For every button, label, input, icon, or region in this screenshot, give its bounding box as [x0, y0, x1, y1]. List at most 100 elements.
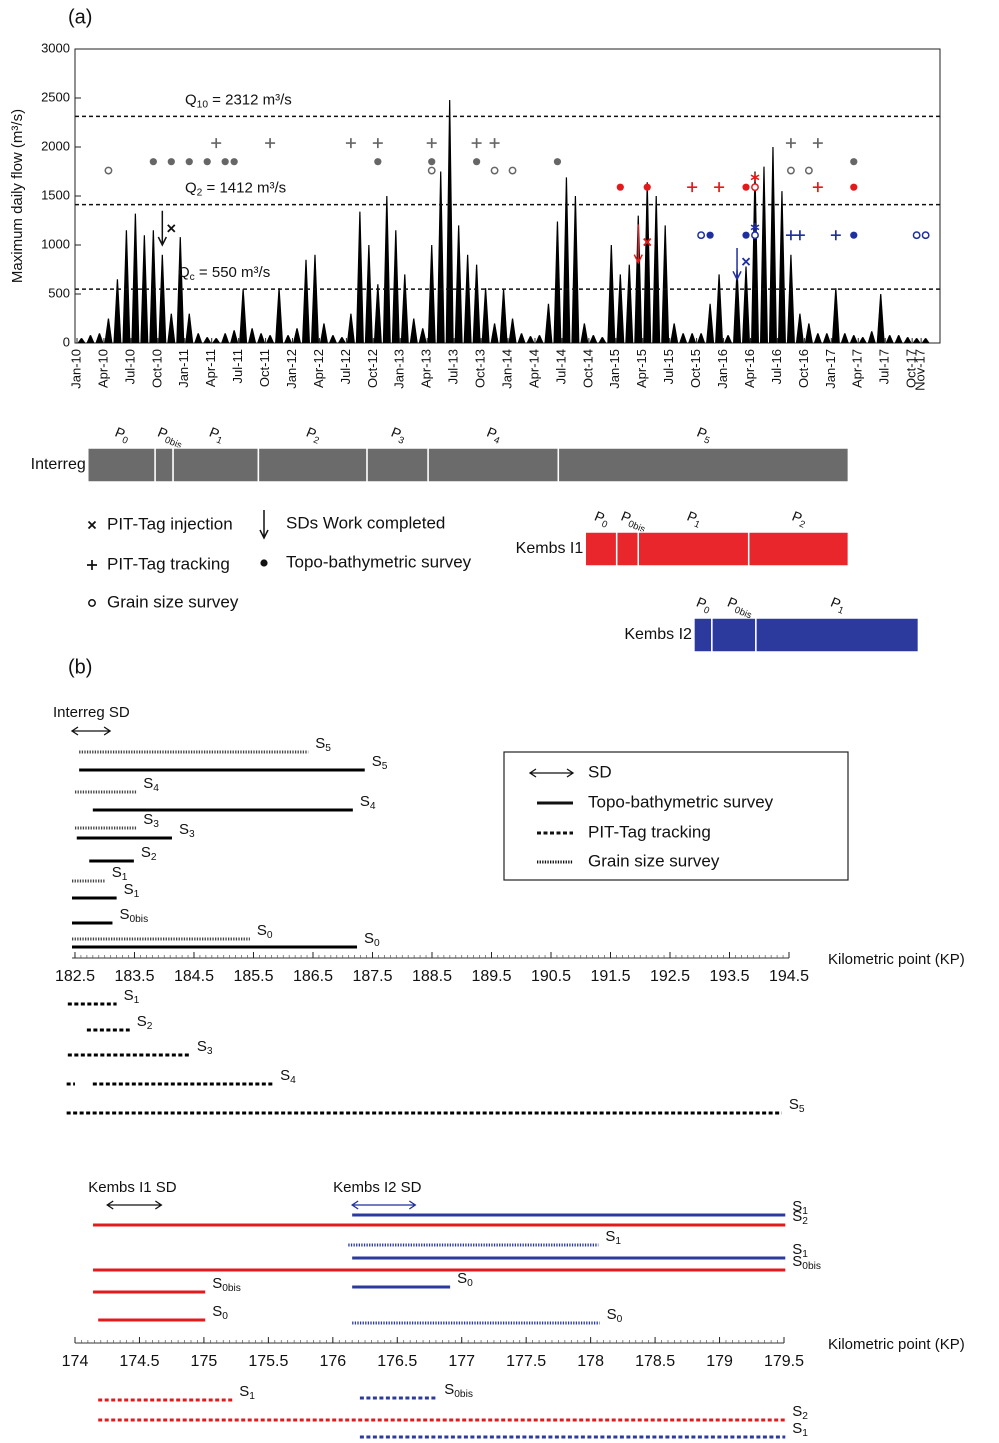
y-tick-label: 1000 — [41, 236, 70, 251]
event-arrow — [157, 210, 167, 247]
threshold-label: Q2 = 1412 m³/s — [185, 180, 286, 199]
label-part: S — [280, 1067, 290, 1084]
flow-spike — [876, 294, 885, 343]
flow-spike — [697, 333, 706, 343]
label-part: S — [792, 1208, 802, 1225]
segment-label: S0 — [364, 930, 380, 949]
x-tick-label: Jan-14 — [499, 349, 514, 389]
subscript: 5 — [325, 743, 331, 754]
flow-spike — [373, 284, 382, 343]
x-tick-label: Oct-17 — [904, 349, 919, 388]
segment-label: S1 — [112, 864, 128, 883]
flow-spike — [355, 211, 364, 343]
x-tick-label: Jan-10 — [68, 349, 83, 389]
x-tick-label: Oct-16 — [796, 349, 811, 388]
phase-bar — [366, 447, 429, 483]
phase-bar — [557, 447, 850, 483]
marker-circle — [88, 599, 96, 607]
flow-spike — [562, 177, 571, 343]
x-tick-label: Jan-17 — [823, 349, 838, 389]
flow-spike — [867, 331, 876, 343]
x-tick-label: 174.5 — [119, 1353, 159, 1370]
segment-label: S4 — [143, 775, 159, 794]
x-tick-label: Nov-17 — [913, 349, 928, 391]
x-tick-label: Apr-10 — [95, 349, 110, 388]
label-part: S — [792, 1241, 802, 1258]
flow-spike — [625, 264, 634, 343]
subscript: 2 — [802, 1411, 808, 1422]
flow-spike — [921, 338, 930, 343]
y-tick-label: 1500 — [41, 187, 70, 202]
flow-spike — [885, 335, 894, 343]
label-part: S — [315, 735, 325, 752]
subscript: 1 — [215, 434, 224, 446]
phase-bar — [711, 617, 757, 653]
marker-plus — [812, 138, 823, 149]
marker-circle — [490, 166, 499, 175]
flow-spike — [768, 147, 777, 343]
label-part: S — [372, 753, 382, 770]
marker-dot — [221, 158, 229, 166]
subscript: 0 — [374, 938, 380, 949]
marker-circle — [508, 166, 517, 175]
subscript: 1 — [802, 1206, 808, 1217]
label-part: S — [257, 922, 267, 939]
flow-spike — [445, 99, 454, 344]
marker-star — [750, 222, 760, 232]
x-tick-label: 193.5 — [709, 968, 749, 985]
subscript: 0 — [702, 604, 711, 616]
marker-circle — [786, 166, 795, 175]
flow-spike — [113, 279, 122, 343]
flow-spike — [616, 274, 625, 343]
x-tick-label: Apr-14 — [526, 349, 541, 388]
subscript: 0 — [267, 930, 273, 941]
marker-dot — [149, 158, 157, 166]
subscript: 1 — [134, 889, 140, 900]
flow-spike — [652, 196, 661, 343]
sd-arrow — [70, 726, 112, 736]
label-part: S — [364, 930, 374, 947]
event-arrow — [633, 224, 643, 265]
segment-label: S1 — [239, 1383, 255, 1402]
segment-label: S0bis — [212, 1275, 241, 1294]
phase-label: P4 — [484, 423, 505, 446]
flow-spike — [167, 313, 176, 343]
marker-circle — [697, 231, 706, 240]
label-part: S — [792, 1420, 802, 1437]
marker-dot — [230, 158, 238, 166]
subscript: 2 — [312, 434, 321, 446]
flow-spike — [490, 323, 499, 343]
label-part: S — [239, 1383, 249, 1400]
subscript: 3 — [153, 819, 159, 830]
y-tick-label: 3000 — [41, 40, 70, 55]
threshold-label: Qc = 550 m³/s — [178, 264, 270, 283]
sd-label: Kembs I1 SD — [88, 1179, 177, 1196]
subscript: 5 — [702, 434, 711, 446]
segment-label: S5 — [372, 753, 388, 772]
marker-circle — [427, 166, 436, 175]
flow-spike — [194, 333, 203, 343]
flow-spike — [275, 288, 284, 343]
subscript: 5 — [799, 1104, 805, 1115]
marker-dot — [850, 231, 858, 239]
panel-label: (b) — [68, 656, 92, 678]
subscript: 0 — [222, 1311, 228, 1322]
label-part: S — [360, 793, 370, 810]
flow-spike — [391, 230, 400, 343]
flow-spike — [418, 328, 427, 343]
phase-bar — [747, 531, 850, 567]
marker-dot — [706, 231, 714, 239]
marker-plus — [265, 138, 276, 149]
flow-spike — [634, 215, 643, 343]
flow-spike — [230, 330, 239, 343]
timeline-name: Interreg — [31, 456, 86, 473]
flow-spike — [427, 245, 436, 343]
marker-circle — [751, 183, 759, 192]
flow-spike — [436, 171, 445, 343]
x-tick-label: Jul-13 — [446, 349, 461, 384]
marker-cross — [87, 520, 97, 530]
label-part: S — [605, 1228, 615, 1245]
x-tick-label: Jul-10 — [122, 349, 137, 384]
marker-dot — [742, 183, 750, 191]
marker-dot — [850, 183, 858, 191]
